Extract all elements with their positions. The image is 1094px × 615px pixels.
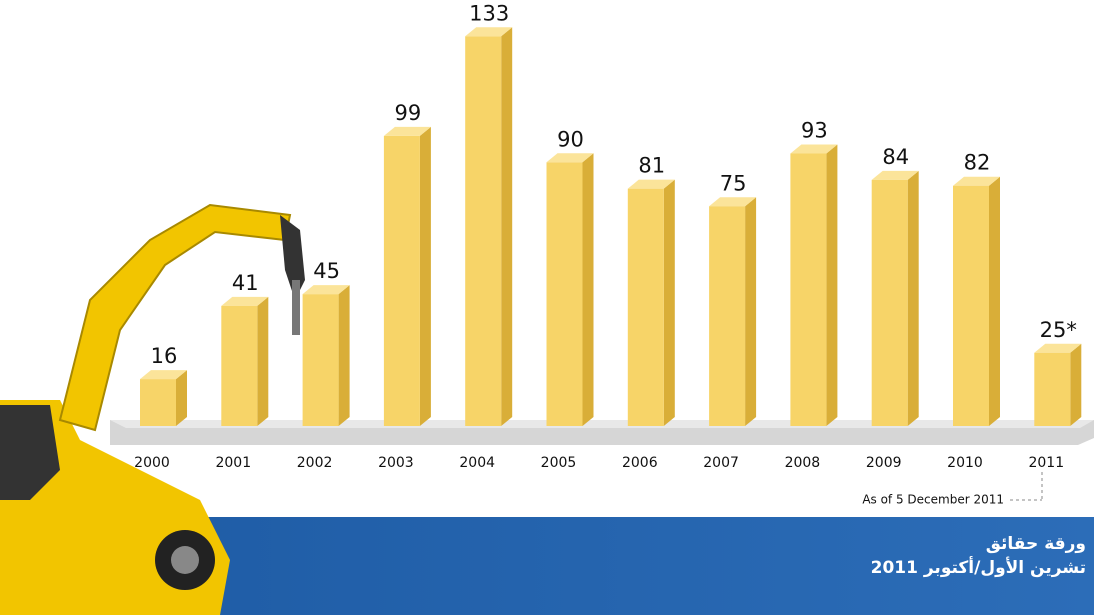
bar-side <box>176 370 187 426</box>
x-tick-label: 2007 <box>703 455 739 471</box>
footer-text: ورقة حقائق تشرين الأول/أكتوبر 2011 <box>871 532 1086 580</box>
bar <box>709 206 745 426</box>
bar <box>547 162 583 426</box>
annotation: As of 5 December 2011 <box>862 493 1004 507</box>
bar-side <box>908 171 919 426</box>
bar <box>790 154 826 426</box>
bar <box>140 379 176 426</box>
x-tick-label: 2008 <box>785 455 821 471</box>
x-tick-label: 2000 <box>134 455 170 471</box>
bar-side <box>664 180 675 426</box>
x-tick-label: 2001 <box>215 455 251 471</box>
bar-side <box>257 297 268 426</box>
bar <box>872 180 908 426</box>
bar <box>1034 353 1070 426</box>
value-label: 75 <box>720 171 747 195</box>
bar-side <box>826 145 837 426</box>
bar <box>221 306 257 426</box>
page: As of 5 December 2011 16 2000 41 2001 45 2002… <box>0 0 1094 615</box>
bar-side <box>745 197 756 426</box>
bar-side <box>339 285 350 426</box>
x-tick-label: 2005 <box>541 455 577 471</box>
value-label: 133 <box>469 1 509 25</box>
bar <box>303 294 339 426</box>
x-tick-label: 2010 <box>947 455 983 471</box>
value-label: 99 <box>395 101 422 125</box>
value-label: 16 <box>151 344 178 368</box>
bar-side <box>1070 344 1081 426</box>
value-label: 25* <box>1040 318 1077 342</box>
x-tick-label: 2009 <box>866 455 902 471</box>
bar-side <box>420 127 431 426</box>
bar-side <box>501 27 512 426</box>
value-label: 82 <box>964 151 991 175</box>
footer-date: تشرين الأول/أكتوبر 2011 <box>871 556 1086 580</box>
bar <box>628 189 664 426</box>
value-label: 81 <box>638 154 665 178</box>
value-label: 93 <box>801 119 828 143</box>
value-label: 90 <box>557 127 584 151</box>
x-tick-label: 2002 <box>297 455 333 471</box>
x-tick-label: 2006 <box>622 455 658 471</box>
chart: As of 5 December 2011 16 2000 41 2001 45 2002… <box>0 0 1094 615</box>
x-tick-label: 2003 <box>378 455 414 471</box>
footer-title: ورقة حقائق <box>871 532 1086 556</box>
value-label: 45 <box>313 259 340 283</box>
bar-side <box>583 153 594 426</box>
value-label: 41 <box>232 271 259 295</box>
value-label: 84 <box>882 145 909 169</box>
bar-side <box>989 177 1000 426</box>
bar <box>465 36 501 426</box>
bar <box>384 136 420 426</box>
x-tick-label: 2004 <box>459 455 495 471</box>
x-tick-label: 2011 <box>1028 455 1064 471</box>
bar <box>953 186 989 426</box>
